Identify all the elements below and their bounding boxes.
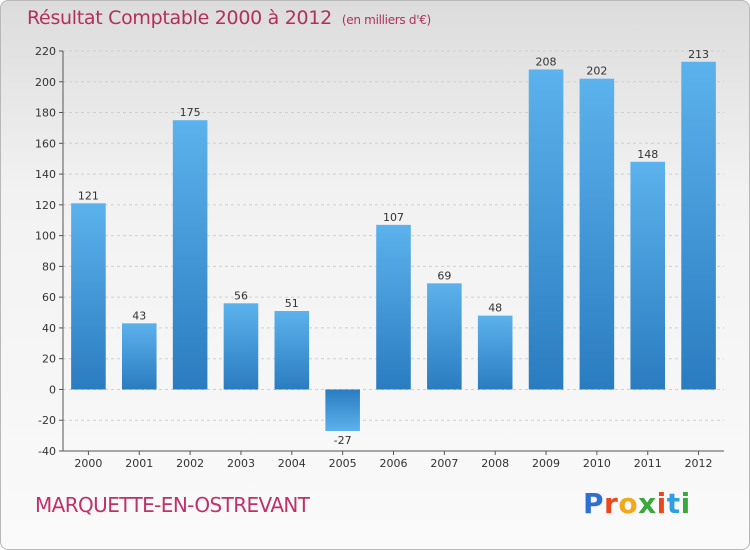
data-label: 208 (536, 55, 557, 68)
data-label: 148 (637, 148, 658, 161)
bar-2001 (121, 323, 157, 390)
logo-letter: r (604, 487, 619, 520)
bar-2000 (71, 203, 106, 390)
chart-subtitle: (en milliers d'€) (341, 13, 431, 27)
x-tick-label: 2011 (634, 457, 662, 470)
chart-title-text: Résultat Comptable 2000 à 2012 (27, 7, 332, 29)
data-label: 43 (132, 309, 146, 322)
x-tick-label: 2003 (227, 457, 255, 470)
bar-2007 (427, 283, 462, 390)
data-label: 69 (437, 269, 451, 282)
logo-letter: i (680, 487, 691, 520)
y-tick-label: 180 (35, 107, 56, 120)
y-tick-label: 20 (42, 353, 56, 366)
data-label: 202 (586, 65, 607, 78)
bar-2006 (376, 224, 411, 390)
logo-letter: x (638, 487, 657, 520)
x-tick-label: 2005 (329, 457, 357, 470)
logo-letter: i (656, 487, 667, 520)
y-tick-label: -20 (38, 414, 56, 427)
data-label: 107 (383, 211, 404, 224)
bar-layer: 121 43 175 56 51 -27 107 69 48 208 202 148 213 (71, 48, 716, 447)
y-tick-label: 60 (42, 291, 56, 304)
data-label: 48 (488, 302, 502, 315)
bar-2010 (579, 78, 615, 390)
bar-2008 (477, 315, 513, 390)
x-tick-label: 2008 (481, 457, 509, 470)
bar-2011 (630, 161, 666, 390)
data-label: -27 (334, 434, 352, 447)
y-tick-label: 40 (42, 322, 56, 335)
x-tick-label: 2001 (125, 457, 153, 470)
x-tick-label: 2004 (278, 457, 306, 470)
x-tick-label: 2000 (74, 457, 102, 470)
data-label: 56 (234, 289, 248, 302)
y-tick-label: 200 (35, 76, 56, 89)
city-name: MARQUETTE-EN-OSTREVANT (35, 493, 310, 517)
x-tick-label: 2002 (176, 457, 204, 470)
y-tick-label: 220 (35, 45, 56, 58)
bar-2002 (172, 120, 208, 390)
y-tick-label: 100 (35, 230, 56, 243)
y-tick-label: 140 (35, 168, 56, 181)
data-label: 175 (180, 106, 201, 119)
x-tick-label: 2007 (430, 457, 458, 470)
x-tick-label: 2010 (583, 457, 611, 470)
logo-letter: P (583, 487, 605, 520)
data-label: 213 (688, 48, 709, 61)
proxiti-logo[interactable]: Proxiti (583, 487, 691, 520)
bar-2004 (274, 311, 310, 390)
x-tick-label: 2012 (685, 457, 713, 470)
chart-title: Résultat Comptable 2000 à 2012 (en millie… (27, 7, 431, 29)
x-tick-label: 2006 (380, 457, 408, 470)
bar-2005 (325, 389, 360, 431)
data-label: 121 (78, 189, 99, 202)
logo-letter: t (666, 487, 681, 520)
y-tick-label: 0 (49, 383, 56, 396)
y-tick-label: 160 (35, 137, 56, 150)
y-tick-label: -40 (38, 445, 56, 458)
bar-2012 (681, 61, 716, 390)
data-label: 51 (285, 297, 299, 310)
y-tick-label: 80 (42, 260, 56, 273)
x-tick-label: 2009 (532, 457, 560, 470)
axis-layer: -40 -20 0 20 40 60 80 100 120 140 160 180 200 220 2000… (35, 45, 724, 470)
bar-2003 (223, 303, 259, 390)
logo-letter: o (618, 487, 639, 520)
y-tick-label: 120 (35, 199, 56, 212)
bar-2009 (528, 69, 564, 390)
